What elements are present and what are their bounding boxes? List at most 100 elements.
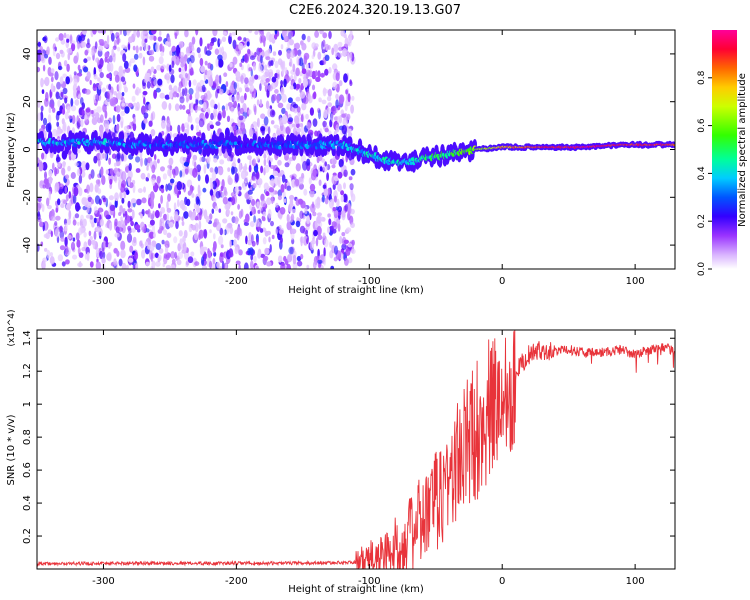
spectrogram-noise-cell [222,31,227,36]
spectrogram-noise-cell [350,104,354,114]
spectrogram-noise-cell [81,41,86,48]
spectrogram-noise-cell [321,99,327,105]
spectrogram-noise-cell [227,167,231,172]
spectrogram-noise-cell [138,52,143,59]
spectrogram-noise-cell [306,238,309,245]
spectrogram-noise-cell [203,164,207,174]
spectrogram-noise-cell [158,30,162,36]
spectrogram-noise-cell [338,80,343,87]
spectrogram-noise-cell [307,35,311,43]
spectrogram-noise-cell [124,45,128,50]
spectrogram-noise-cell [199,57,204,67]
spectrogram-noise-cell [160,51,165,57]
spectrogram-noise-cell [275,228,278,235]
spectrogram-noise-cell [310,61,314,69]
spectrogram-noise-cell [311,84,316,91]
spectrogram-noise-cell [294,115,300,125]
spectrogram-noise-cell [83,114,88,121]
spectrogram-noise-cell [295,220,301,228]
spectrogram-noise-cell [98,64,102,70]
spectrogram-noise-cell [123,30,128,37]
spectrogram-ridge-cell [286,140,291,145]
spectrogram-noise-cell [117,226,124,232]
spectrogram-noise-cell [111,48,114,56]
spectrogram-noise-cell [328,199,334,209]
spectrogram-noise-cell [212,108,218,118]
spectrogram-noise-cell [210,37,215,44]
spectrogram-noise-cell [63,60,68,67]
spectrogram-noise-cell [323,109,328,119]
spectrogram-noise-cell [245,213,250,223]
spectrogram-noise-cell [114,232,120,238]
spectrogram-noise-cell [71,42,76,52]
spectrogram-noise-cell [49,152,54,159]
spectrogram-noise-cell [116,250,120,257]
spectrogram-noise-cell [335,99,339,109]
spectrogram-noise-cell [60,91,64,98]
spectrogram-noise-cell [301,172,305,179]
spectrogram-noise-cell [151,164,156,174]
spectrogram-noise-cell [55,207,59,213]
spectrogram-noise-cell [196,164,202,173]
spectrogram-noise-cell [342,193,348,203]
spectrogram-noise-cell [141,249,146,259]
spectrogram-noise-cell [326,95,332,102]
spectrogram-noise-cell [83,58,88,64]
spectrogram-noise-cell [188,223,193,233]
spectrogram-noise-cell [277,195,282,201]
spectrogram-noise-cell [248,247,254,256]
spectrogram-noise-cell [121,171,127,181]
spectrogram-noise-cell [160,119,166,129]
spectrogram-noise-cell [147,172,151,179]
spectrogram-noise-cell [150,129,156,137]
spectrogram-noise-cell [260,165,264,174]
spectrogram-noise-cell [90,199,94,205]
spectrogram-noise-cell [206,155,211,164]
y-tick-label: -40 [22,237,33,253]
spectrogram-noise-cell [72,40,76,45]
spectrogram-noise-cell [176,181,182,191]
spectrogram-noise-cell [159,219,162,229]
spectrogram-noise-cell [163,229,168,236]
spectrogram-noise-cell [143,112,149,119]
spectrogram-noise-cell [140,30,145,40]
spectrogram-noise-cell [208,76,211,85]
spectrogram-noise-cell [328,218,332,226]
spectrogram-noise-cell [215,89,219,99]
spectrogram-noise-cell [341,210,346,218]
spectrogram-noise-cell [145,104,149,113]
spectrogram-noise-cell [202,187,207,193]
y-tick-label: 20 [22,95,33,108]
spectrogram-noise-cell [263,153,267,160]
spectrogram-noise-cell [312,261,317,269]
spectrogram-noise-cell [97,77,101,82]
spectrogram-noise-cell [189,67,194,76]
spectrogram-noise-cell [49,89,52,99]
spectrogram-noise-cell [272,94,277,102]
spectrogram-noise-cell [190,251,195,257]
spectrogram-noise-cell [251,175,254,181]
spectrogram-noise-cell [327,102,333,108]
spectrogram-noise-cell [198,233,201,240]
spectrogram-noise-cell [152,74,156,80]
spectrogram-noise-cell [132,264,136,269]
spectrogram-noise-cell [160,64,167,70]
colorbar-label: Normalized spectral amplitude [737,73,748,227]
spectrogram-noise-cell [292,103,299,109]
spectrogram-noise-cell [283,198,287,203]
spectrogram-noise-cell [65,259,70,265]
spectrogram-noise-cell [254,30,259,35]
spectrogram-noise-cell [76,239,81,248]
spectrogram-noise-cell [60,236,65,242]
spectrogram-noise-cell [341,232,346,237]
spectrogram-noise-cell [37,213,41,221]
spectrogram-noise-cell [126,233,133,243]
spectrogram-noise-cell [280,59,284,70]
spectrogram-noise-cell [142,90,148,96]
spectrogram-noise-cell [150,112,154,123]
spectrogram-noise-cell [300,114,304,123]
spectrogram-noise-cell [260,55,263,64]
spectrogram-noise-cell [164,73,171,81]
spectrogram-noise-cell [271,234,275,240]
spectrogram-noise-cell [121,197,125,204]
